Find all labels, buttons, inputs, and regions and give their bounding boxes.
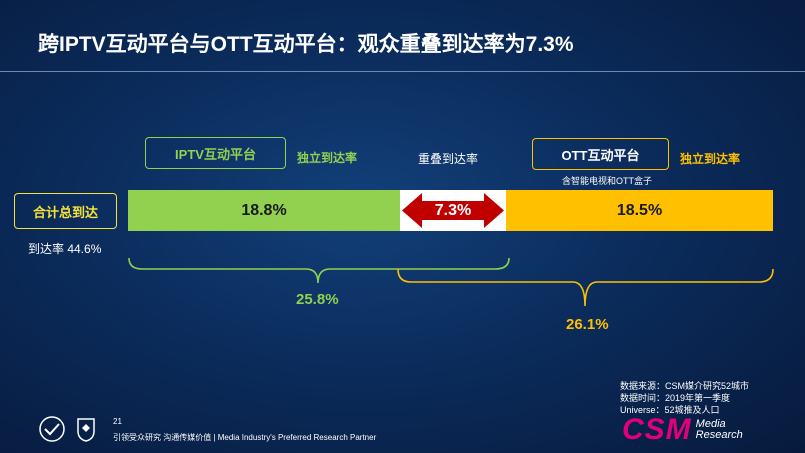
data-source: 数据来源：CSM媒介研究52城市 数据时间：2019年第一季度 Universe… bbox=[620, 380, 749, 416]
bar-overlap: 7.3% bbox=[400, 190, 506, 231]
ott-note: 含智能电视和OTT盒子 bbox=[562, 176, 652, 186]
iptv-brace bbox=[128, 257, 510, 284]
source-line-2: 数据时间：2019年第一季度 bbox=[620, 393, 731, 403]
total-reach-value: 到达率 44.6% bbox=[28, 242, 102, 256]
page-title: 跨IPTV互动平台与OTT互动平台：观众重叠到达率为7.3% bbox=[38, 33, 574, 56]
ott-total-value: 26.1% bbox=[566, 316, 609, 333]
iptv-legend-box: IPTV互动平台 bbox=[145, 137, 286, 169]
sgs-cert-icon bbox=[39, 416, 65, 442]
bar-ott: 18.5% bbox=[506, 190, 773, 231]
csm-logo: CSM Media Research bbox=[622, 413, 743, 447]
source-line-3: Universe：52城推及人口 bbox=[620, 405, 720, 415]
csm-logo-subtitle: Media Research bbox=[696, 419, 743, 441]
overlap-reach-label: 重叠到达率 bbox=[418, 152, 479, 166]
page-number: 21 bbox=[113, 417, 122, 426]
ott-brace bbox=[397, 268, 774, 307]
ukas-cert-icon bbox=[77, 418, 95, 442]
bar-overlap-label: 7.3% bbox=[434, 201, 472, 219]
total-reach-box: 合计总到达 bbox=[14, 193, 117, 229]
ott-reach-label: 独立到达率 bbox=[680, 152, 741, 166]
bar-iptv: 18.8% bbox=[128, 190, 400, 231]
logo-sub-research: Research bbox=[695, 429, 743, 441]
csm-logo-text: CSM bbox=[622, 413, 692, 446]
iptv-total-value: 25.8% bbox=[296, 291, 339, 308]
ott-legend-box: OTT互动平台 bbox=[532, 138, 669, 170]
iptv-reach-label: 独立到达率 bbox=[297, 151, 358, 165]
double-arrow-icon bbox=[402, 193, 504, 228]
logo-sub-media: Media bbox=[695, 418, 726, 430]
source-line-1: 数据来源：CSM媒介研究52城市 bbox=[620, 381, 750, 391]
footer-slogan: 引领受众研究 沟通传媒价值 | Media Industry's Preferr… bbox=[113, 433, 377, 442]
title-divider bbox=[0, 71, 805, 72]
